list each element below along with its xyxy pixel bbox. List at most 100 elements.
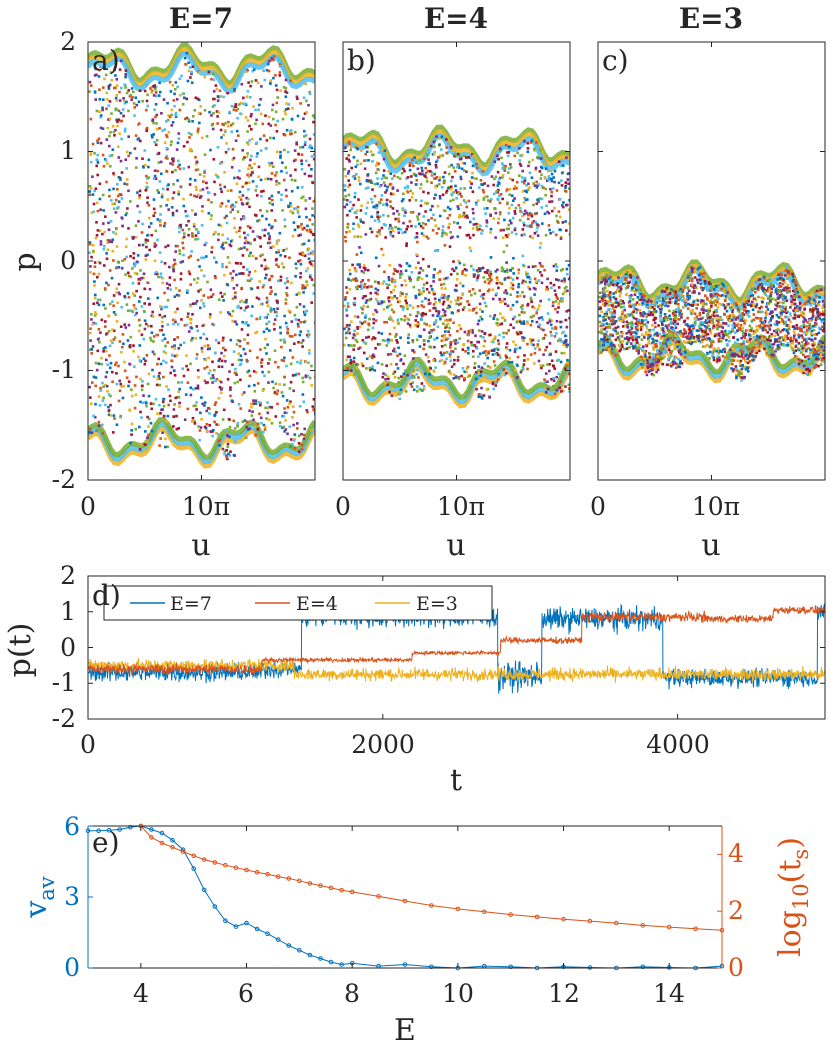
- scatter-point: [107, 393, 111, 396]
- scatter-point: [304, 207, 308, 211]
- scatter-point: [216, 115, 219, 118]
- scatter-point: [441, 308, 445, 311]
- scatter-point: [262, 330, 266, 334]
- scatter-point: [458, 324, 461, 327]
- scatter-point: [285, 277, 289, 280]
- scatter-point: [370, 354, 374, 358]
- scatter-point: [89, 396, 92, 399]
- scatter-point: [215, 411, 218, 414]
- scatter-point: [546, 169, 550, 173]
- scatter-point: [812, 350, 815, 354]
- scatter-point: [506, 235, 509, 239]
- scatter-point: [191, 120, 194, 123]
- scatter-point: [454, 153, 457, 157]
- scatter-point: [217, 341, 221, 345]
- scatter-point: [308, 349, 311, 352]
- scatter-point: [436, 159, 439, 162]
- scatter-point: [245, 196, 248, 200]
- scatter-point: [254, 108, 257, 112]
- scatter-point: [101, 127, 105, 130]
- scatter-point: [479, 295, 483, 298]
- scatter-point: [196, 168, 200, 171]
- scatter-point: [535, 311, 538, 315]
- scatter-point: [454, 266, 458, 269]
- scatter-point: [494, 335, 497, 338]
- scatter-point: [299, 102, 302, 105]
- scatter-point: [112, 173, 116, 177]
- scatter-point: [88, 251, 91, 255]
- scatter-point: [463, 370, 467, 374]
- scatter-point: [483, 182, 486, 185]
- scatter-point: [446, 276, 450, 279]
- scatter-point: [512, 326, 515, 330]
- scatter-point: [526, 272, 530, 276]
- scatter-point: [130, 98, 133, 102]
- scatter-point: [471, 328, 474, 332]
- scatter-point: [113, 417, 116, 420]
- scatter-point: [614, 320, 618, 323]
- scatter-point: [538, 197, 541, 200]
- scatter-point: [542, 162, 546, 165]
- scatter-point: [431, 314, 435, 317]
- scatter-point: [154, 103, 158, 106]
- scatter-point: [378, 215, 382, 219]
- scatter-point: [208, 347, 211, 350]
- scatter-point: [547, 211, 551, 215]
- scatter-point: [182, 341, 186, 345]
- scatter-point: [364, 336, 368, 339]
- scatter-point: [278, 421, 282, 424]
- scatter-point: [393, 347, 396, 351]
- scatter-point: [115, 423, 119, 426]
- scatter-point: [805, 325, 809, 328]
- scatter-point: [199, 189, 202, 192]
- scatter-point: [167, 183, 170, 186]
- scatter-point: [89, 348, 92, 351]
- scatter-point: [524, 280, 527, 284]
- scatter-point: [217, 95, 221, 99]
- scatter-point: [200, 269, 203, 272]
- scatter-point: [357, 176, 361, 179]
- scatter-point: [215, 432, 218, 435]
- scatter-point: [277, 265, 280, 268]
- scatter-point: [489, 200, 492, 203]
- scatter-point: [145, 354, 149, 357]
- scatter-point: [313, 410, 315, 413]
- scatter-point: [300, 432, 303, 436]
- scatter-point: [203, 109, 207, 112]
- scatter-point: [108, 302, 112, 306]
- scatter-point: [437, 310, 441, 313]
- scatter-point: [297, 234, 300, 237]
- scatter-point: [757, 336, 760, 339]
- scatter-point: [311, 250, 314, 253]
- scatter-point: [473, 366, 476, 369]
- scatter-point: [205, 429, 209, 433]
- scatter-point: [202, 274, 206, 278]
- scatter-point: [647, 337, 650, 341]
- scatter-point: [245, 95, 249, 98]
- scatter-point: [366, 305, 369, 309]
- scatter-point: [466, 216, 469, 219]
- scatter-point: [105, 257, 109, 261]
- scatter-point: [306, 329, 310, 333]
- scatter-point: [353, 191, 357, 195]
- scatter-point: [226, 445, 229, 449]
- scatter-point: [284, 419, 287, 422]
- scatter-point: [111, 249, 115, 253]
- scatter-point: [144, 359, 147, 363]
- scatter-point: [108, 194, 111, 198]
- scatter-point: [144, 322, 148, 326]
- scatter-point: [444, 319, 447, 322]
- scatter-point: [812, 341, 816, 344]
- scatter-point: [107, 221, 110, 225]
- scatter-point: [355, 286, 359, 290]
- scatter-point: [416, 167, 420, 171]
- scatter-point: [160, 320, 164, 324]
- scatter-point: [102, 165, 106, 168]
- scatter-point: [268, 235, 271, 238]
- scatter-point: [454, 299, 458, 302]
- scatter-point: [494, 352, 497, 356]
- scatter-point: [782, 301, 785, 305]
- scatter-point: [451, 267, 454, 271]
- scatter-point: [661, 342, 664, 345]
- scatter-point: [751, 348, 754, 351]
